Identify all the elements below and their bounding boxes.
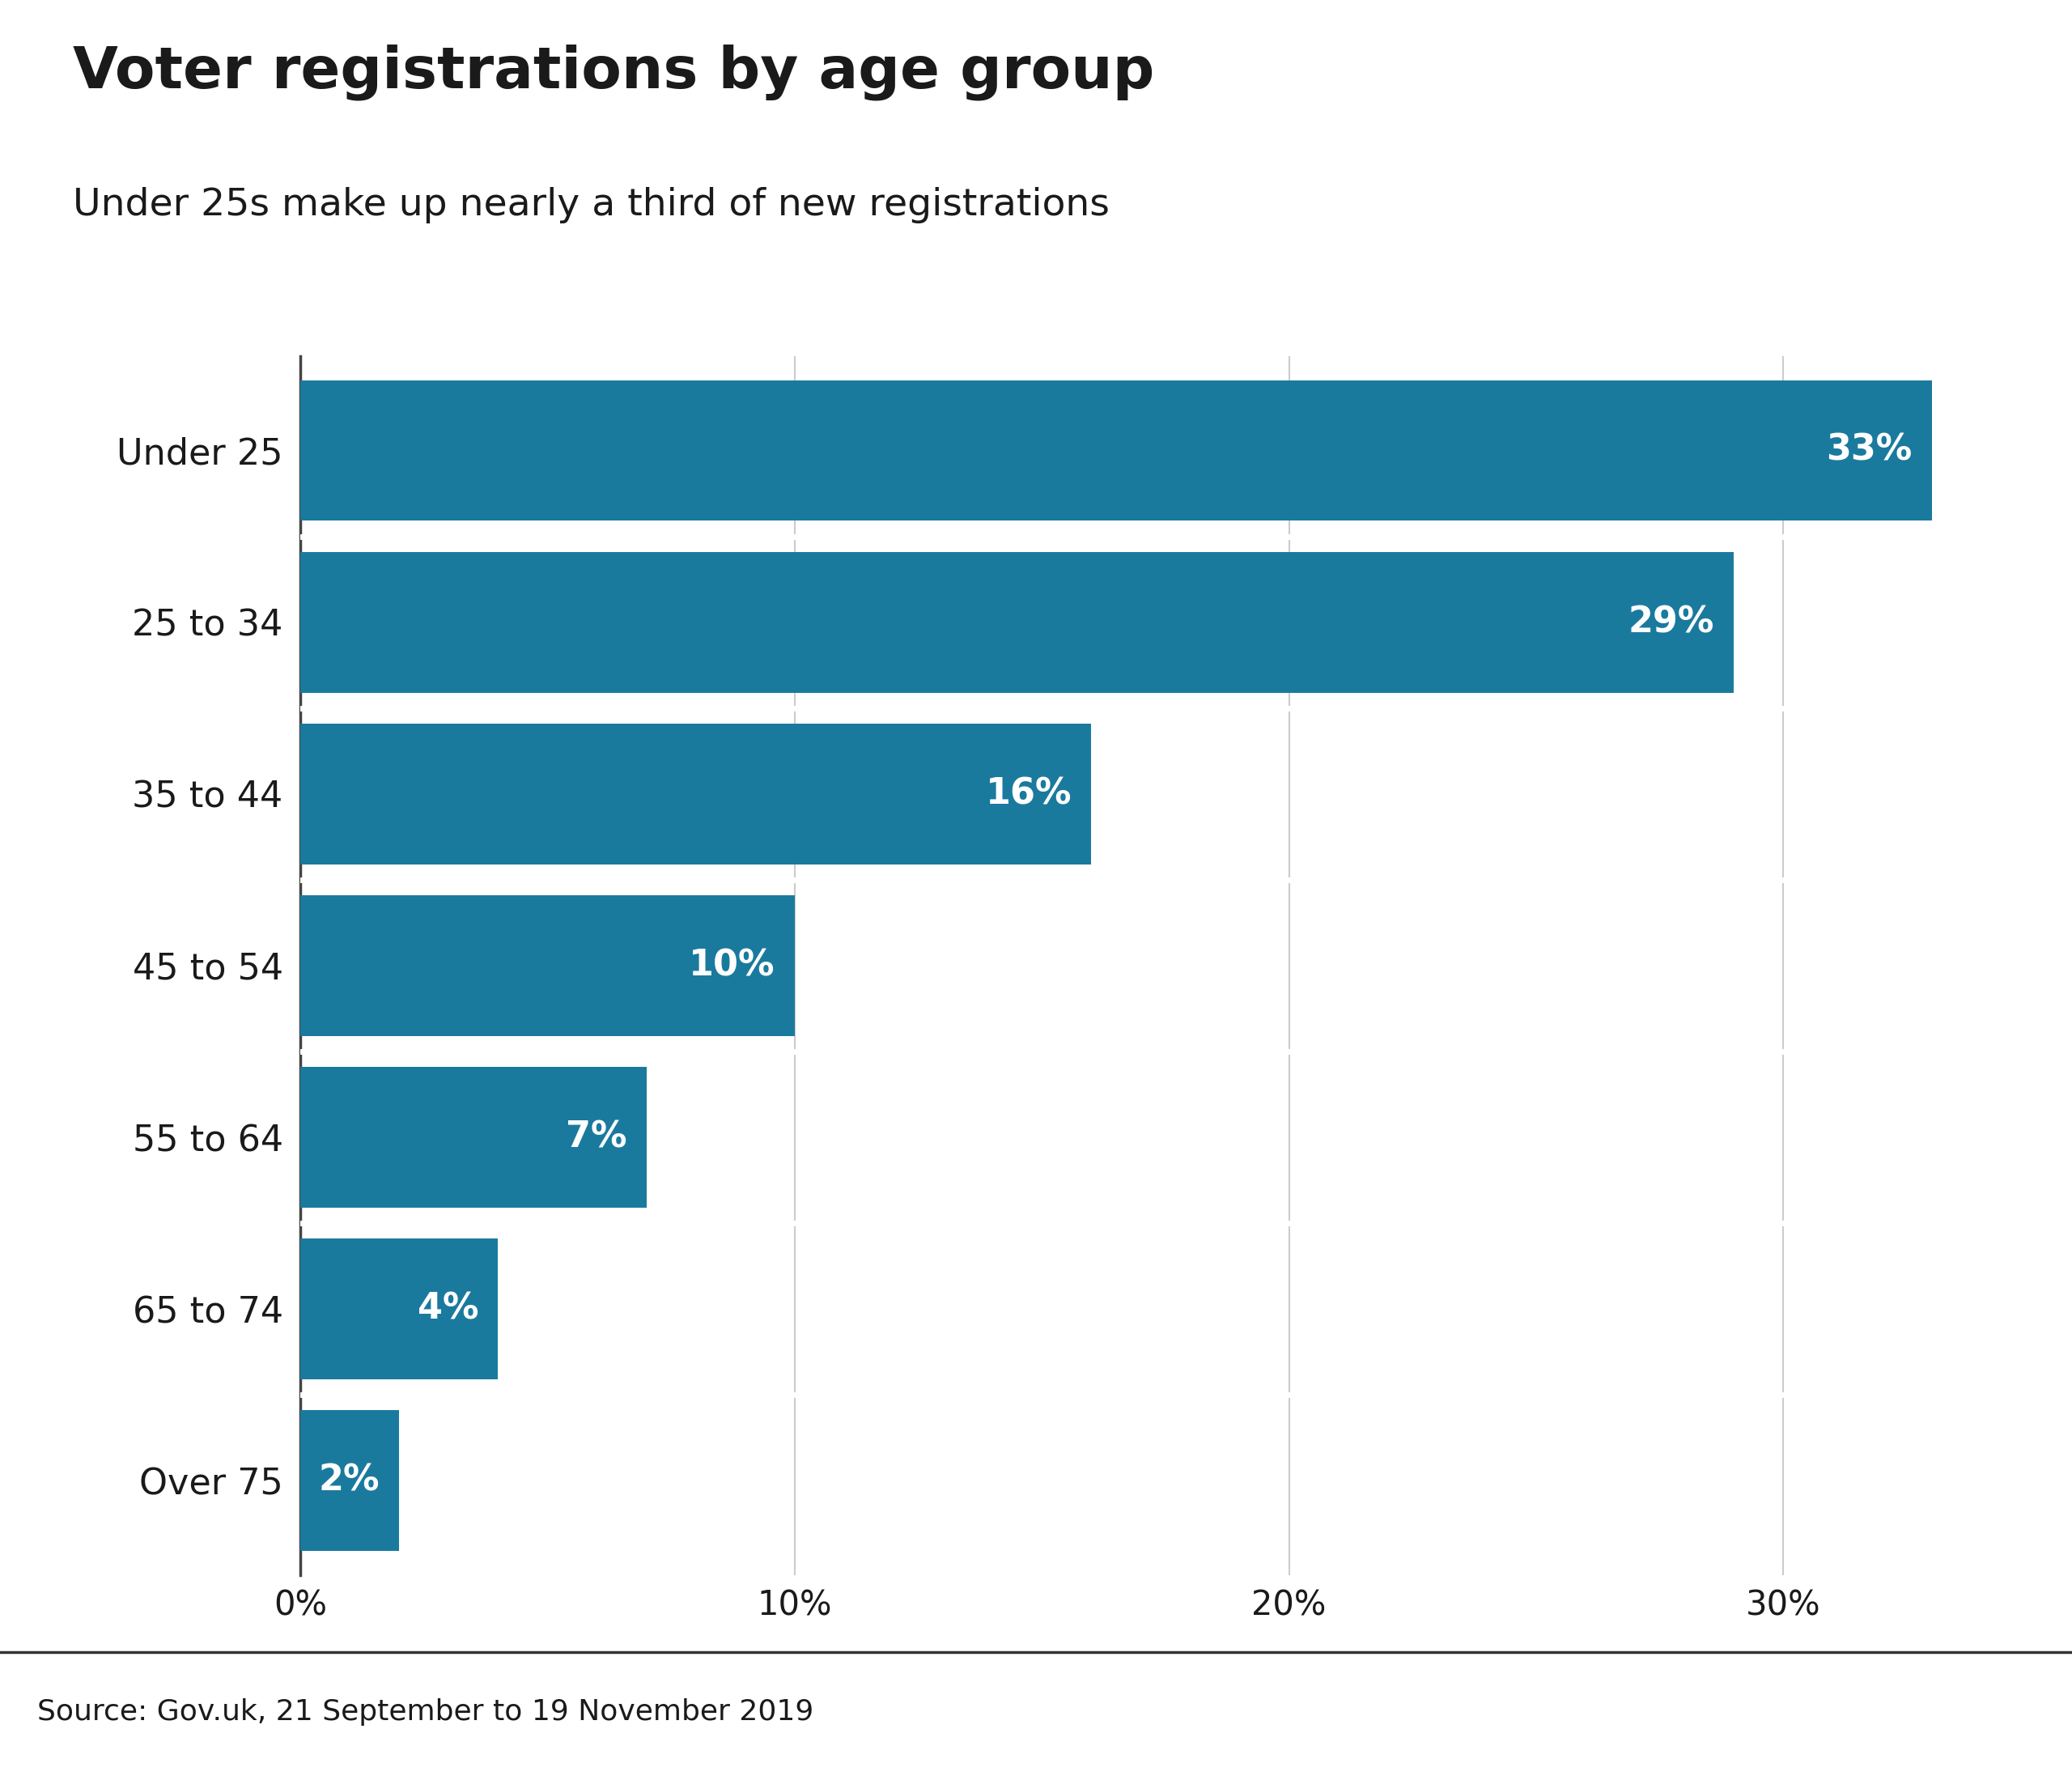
Text: BBC: BBC	[1894, 1695, 1977, 1730]
Bar	[300, 1410, 400, 1550]
Text: 16%: 16%	[986, 776, 1071, 812]
Text: Voter registrations by age group: Voter registrations by age group	[73, 44, 1154, 101]
Bar	[300, 1066, 646, 1209]
Bar	[300, 552, 1734, 692]
Bar	[300, 1239, 497, 1380]
Text: Under 25s make up nearly a third of new registrations: Under 25s make up nearly a third of new …	[73, 187, 1109, 222]
Text: 7%: 7%	[566, 1120, 626, 1155]
Text: 29%: 29%	[1629, 605, 1714, 639]
Bar	[300, 723, 1092, 865]
Text: 33%: 33%	[1825, 433, 1912, 468]
Text: 2%: 2%	[319, 1463, 379, 1499]
Text: 4%: 4%	[416, 1292, 479, 1326]
Bar	[300, 381, 1931, 522]
Text: Source: Gov.uk, 21 September to 19 November 2019: Source: Gov.uk, 21 September to 19 Novem…	[37, 1698, 814, 1727]
Bar	[300, 895, 796, 1036]
Text: 10%: 10%	[688, 949, 775, 983]
